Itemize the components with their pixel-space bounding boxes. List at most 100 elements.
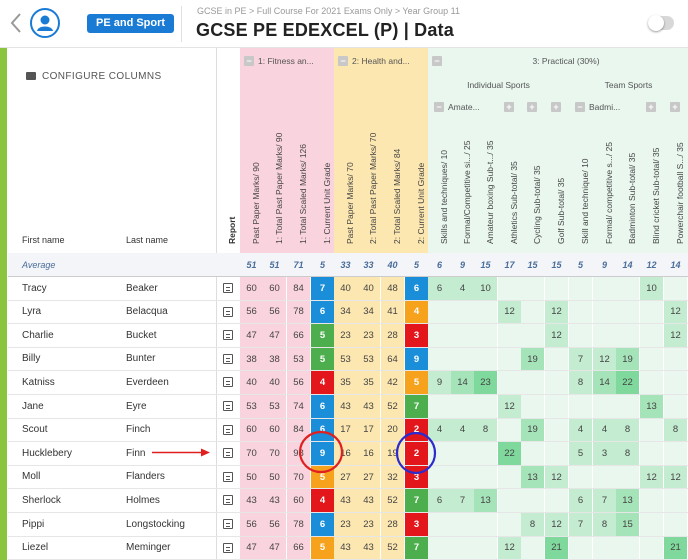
student-first-name[interactable]: Lyra <box>22 306 42 318</box>
score-cell[interactable]: 78 <box>287 513 310 536</box>
column-header[interactable]: 1: Current Unit Grade <box>311 118 334 253</box>
score-cell[interactable]: 19 <box>521 418 544 442</box>
score-cell[interactable] <box>451 513 474 536</box>
score-cell[interactable] <box>545 418 568 442</box>
group-collapse-button[interactable]: − <box>432 56 442 66</box>
score-cell[interactable]: 84 <box>287 418 310 442</box>
student-last-name[interactable]: Holmes <box>126 494 160 506</box>
score-cell[interactable]: 53 <box>240 395 263 418</box>
student-first-name[interactable]: Billy <box>22 353 41 365</box>
score-cell[interactable]: 8 <box>593 513 616 536</box>
score-cell[interactable]: 32 <box>381 465 404 489</box>
score-cell[interactable] <box>569 465 592 489</box>
score-cell[interactable] <box>498 418 521 442</box>
grade-cell[interactable]: 6 <box>405 277 428 300</box>
score-cell[interactable] <box>640 418 663 442</box>
score-cell[interactable] <box>593 324 616 347</box>
column-header[interactable]: 1: Total Scaled Marks/ 126 <box>287 118 310 253</box>
student-last-name[interactable]: Longstocking <box>126 518 185 530</box>
score-cell[interactable] <box>616 277 639 300</box>
score-cell[interactable]: 12 <box>545 300 568 324</box>
score-cell[interactable]: 12 <box>545 324 568 347</box>
score-cell[interactable]: 20 <box>381 418 404 442</box>
score-cell[interactable]: 7 <box>569 347 592 371</box>
score-cell[interactable] <box>593 465 616 489</box>
score-cell[interactable] <box>498 489 521 512</box>
student-first-name[interactable]: Liezel <box>22 542 49 554</box>
student-first-name[interactable]: Pippi <box>22 518 45 530</box>
grade-cell[interactable]: 4 <box>405 300 428 324</box>
grade-cell[interactable]: 5 <box>311 324 334 347</box>
score-cell[interactable] <box>545 371 568 394</box>
score-cell[interactable]: 43 <box>240 489 263 512</box>
column-header[interactable]: Formal/ competitive s.../ 25 <box>593 118 616 253</box>
score-cell[interactable]: 35 <box>357 371 380 394</box>
score-cell[interactable]: 53 <box>263 395 286 418</box>
score-cell[interactable]: 28 <box>381 513 404 536</box>
score-cell[interactable]: 40 <box>263 371 286 394</box>
column-header[interactable]: 1: Total Past Paper Marks/ 90 <box>263 118 286 253</box>
grade-cell[interactable]: 2 <box>405 442 428 465</box>
report-icon[interactable] <box>223 401 233 411</box>
score-cell[interactable]: 53 <box>287 347 310 371</box>
score-cell[interactable] <box>521 489 544 512</box>
column-header[interactable]: Blind cricket Sub-total/ 35 <box>640 118 663 253</box>
score-cell[interactable]: 53 <box>357 347 380 371</box>
score-cell[interactable]: 40 <box>357 277 380 300</box>
score-cell[interactable]: 12 <box>545 465 568 489</box>
score-cell[interactable] <box>640 513 663 536</box>
grade-cell[interactable]: 7 <box>311 277 334 300</box>
score-cell[interactable] <box>640 489 663 512</box>
column-header[interactable]: Athletics Sub-total/ 35 <box>498 118 521 253</box>
score-cell[interactable]: 40 <box>240 371 263 394</box>
score-cell[interactable]: 23 <box>357 513 380 536</box>
score-cell[interactable] <box>616 536 639 560</box>
score-cell[interactable]: 84 <box>287 277 310 300</box>
score-cell[interactable] <box>545 489 568 512</box>
score-cell[interactable] <box>569 277 592 300</box>
score-cell[interactable]: 7 <box>593 489 616 512</box>
score-cell[interactable]: 5 <box>569 442 592 465</box>
score-cell[interactable] <box>451 347 474 371</box>
student-last-name[interactable]: Belacqua <box>126 306 168 318</box>
group-collapse-button[interactable]: − <box>338 56 348 66</box>
score-cell[interactable]: 42 <box>381 371 404 394</box>
score-cell[interactable]: 60 <box>263 277 286 300</box>
score-cell[interactable]: 23 <box>357 324 380 347</box>
report-icon[interactable] <box>223 330 233 341</box>
score-cell[interactable] <box>428 513 451 536</box>
score-cell[interactable]: 56 <box>263 513 286 536</box>
score-cell[interactable]: 23 <box>474 371 497 394</box>
score-cell[interactable] <box>521 277 544 300</box>
grade-cell[interactable]: 6 <box>311 395 334 418</box>
score-cell[interactable]: 98 <box>287 442 310 465</box>
score-cell[interactable]: 7 <box>569 513 592 536</box>
score-cell[interactable]: 52 <box>381 489 404 512</box>
student-last-name[interactable]: Meminger <box>126 542 171 554</box>
score-cell[interactable] <box>664 489 687 512</box>
score-cell[interactable] <box>640 371 663 394</box>
score-cell[interactable] <box>616 465 639 489</box>
score-cell[interactable]: 47 <box>240 536 263 560</box>
subgroup-toggle-button[interactable]: − <box>575 102 585 112</box>
score-cell[interactable]: 6 <box>428 277 451 300</box>
student-last-name[interactable]: Beaker <box>126 282 158 294</box>
score-cell[interactable]: 4 <box>451 277 474 300</box>
view-toggle[interactable] <box>648 15 674 31</box>
score-cell[interactable]: 16 <box>357 442 380 465</box>
grade-cell[interactable]: 6 <box>311 513 334 536</box>
score-cell[interactable]: 38 <box>240 347 263 371</box>
score-cell[interactable] <box>498 513 521 536</box>
score-cell[interactable] <box>593 277 616 300</box>
score-cell[interactable] <box>545 442 568 465</box>
score-cell[interactable]: 43 <box>357 489 380 512</box>
column-header[interactable]: Golf Sub-total/ 35 <box>545 118 568 253</box>
score-cell[interactable]: 23 <box>334 513 357 536</box>
configure-columns-button[interactable]: CONFIGURE COLUMNS <box>26 71 162 82</box>
score-cell[interactable]: 50 <box>240 465 263 489</box>
score-cell[interactable] <box>640 442 663 465</box>
score-cell[interactable] <box>428 442 451 465</box>
report-icon[interactable] <box>223 306 233 317</box>
score-cell[interactable] <box>428 465 451 489</box>
score-cell[interactable] <box>498 465 521 489</box>
